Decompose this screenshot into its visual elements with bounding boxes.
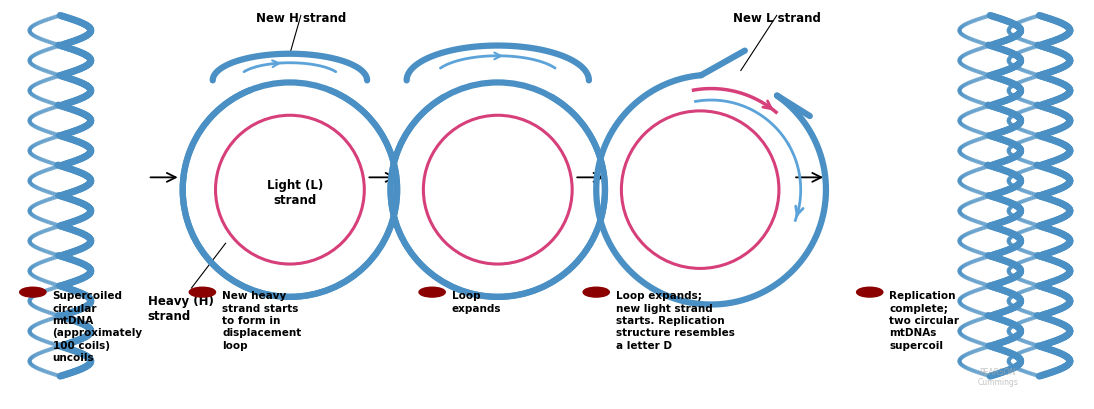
Circle shape	[20, 288, 46, 297]
Text: Replication
complete;
two circular
mtDNAs
supercoil: Replication complete; two circular mtDNA…	[889, 290, 959, 350]
Text: PEARSON
Cummings: PEARSON Cummings	[977, 367, 1019, 387]
Circle shape	[857, 288, 883, 297]
Circle shape	[419, 288, 445, 297]
Circle shape	[189, 288, 216, 297]
Text: New H strand: New H strand	[256, 12, 346, 25]
Text: Heavy (H)
strand: Heavy (H) strand	[148, 294, 213, 322]
Circle shape	[583, 288, 609, 297]
Text: New heavy
strand starts
to form in
displacement
loop: New heavy strand starts to form in displ…	[222, 290, 301, 350]
Text: Loop
expands: Loop expands	[452, 290, 501, 313]
Text: Loop expands;
new light strand
starts. Replication
structure resembles
a letter : Loop expands; new light strand starts. R…	[616, 290, 735, 350]
Text: Light (L)
strand: Light (L) strand	[267, 178, 324, 206]
Text: New L strand: New L strand	[733, 12, 820, 25]
Text: Supercoiled
circular
mtDNA
(approximately
100 coils)
uncoils: Supercoiled circular mtDNA (approximatel…	[53, 290, 142, 362]
